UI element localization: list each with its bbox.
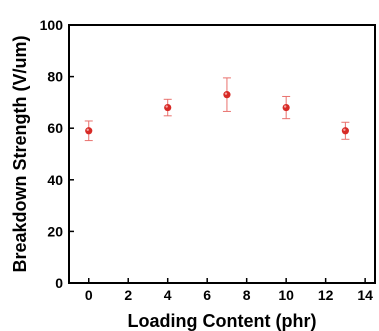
plot-area: [68, 24, 376, 284]
data-marker-highlight: [165, 105, 168, 108]
data-point: [282, 95, 291, 120]
y-axis-ticks: 0 20 40 60 80 100: [40, 17, 74, 291]
data-marker-highlight: [224, 92, 228, 95]
x-tick-label: 0: [85, 287, 93, 303]
y-axis-title: Breakdown Strength (V/um): [10, 35, 30, 272]
y-tick-label: 80: [47, 69, 63, 85]
y-tick-label: 40: [47, 172, 63, 188]
x-tick-label: 6: [203, 287, 211, 303]
data-marker: [164, 103, 172, 112]
data-point: [222, 77, 231, 112]
data-marker-highlight: [86, 128, 89, 131]
x-tick-label: 2: [124, 287, 132, 303]
data-point: [84, 120, 93, 142]
data-marker-highlight: [283, 105, 287, 108]
data-marker: [223, 91, 231, 99]
data-marker-highlight: [343, 128, 346, 131]
x-axis-ticks: 0 2 4 6 8 10 12 14: [85, 278, 373, 303]
x-tick-label: 12: [318, 287, 334, 303]
x-tick-label: 8: [243, 287, 251, 303]
data-points: [84, 77, 350, 142]
data-marker: [341, 127, 349, 135]
y-tick-label: 100: [40, 17, 64, 33]
data-point: [163, 98, 172, 117]
x-tick-label: 14: [357, 287, 373, 303]
x-tick-label: 4: [164, 287, 172, 303]
x-axis-title: Loading Content (phr): [128, 311, 317, 331]
data-marker: [282, 103, 290, 112]
x-tick-label: 10: [278, 287, 294, 303]
y-tick-label: 20: [47, 223, 63, 239]
data-point: [341, 121, 350, 140]
y-tick-label: 0: [55, 275, 63, 291]
plot-frame: [68, 24, 376, 284]
y-tick-label: 60: [47, 120, 63, 136]
data-marker: [85, 127, 93, 135]
